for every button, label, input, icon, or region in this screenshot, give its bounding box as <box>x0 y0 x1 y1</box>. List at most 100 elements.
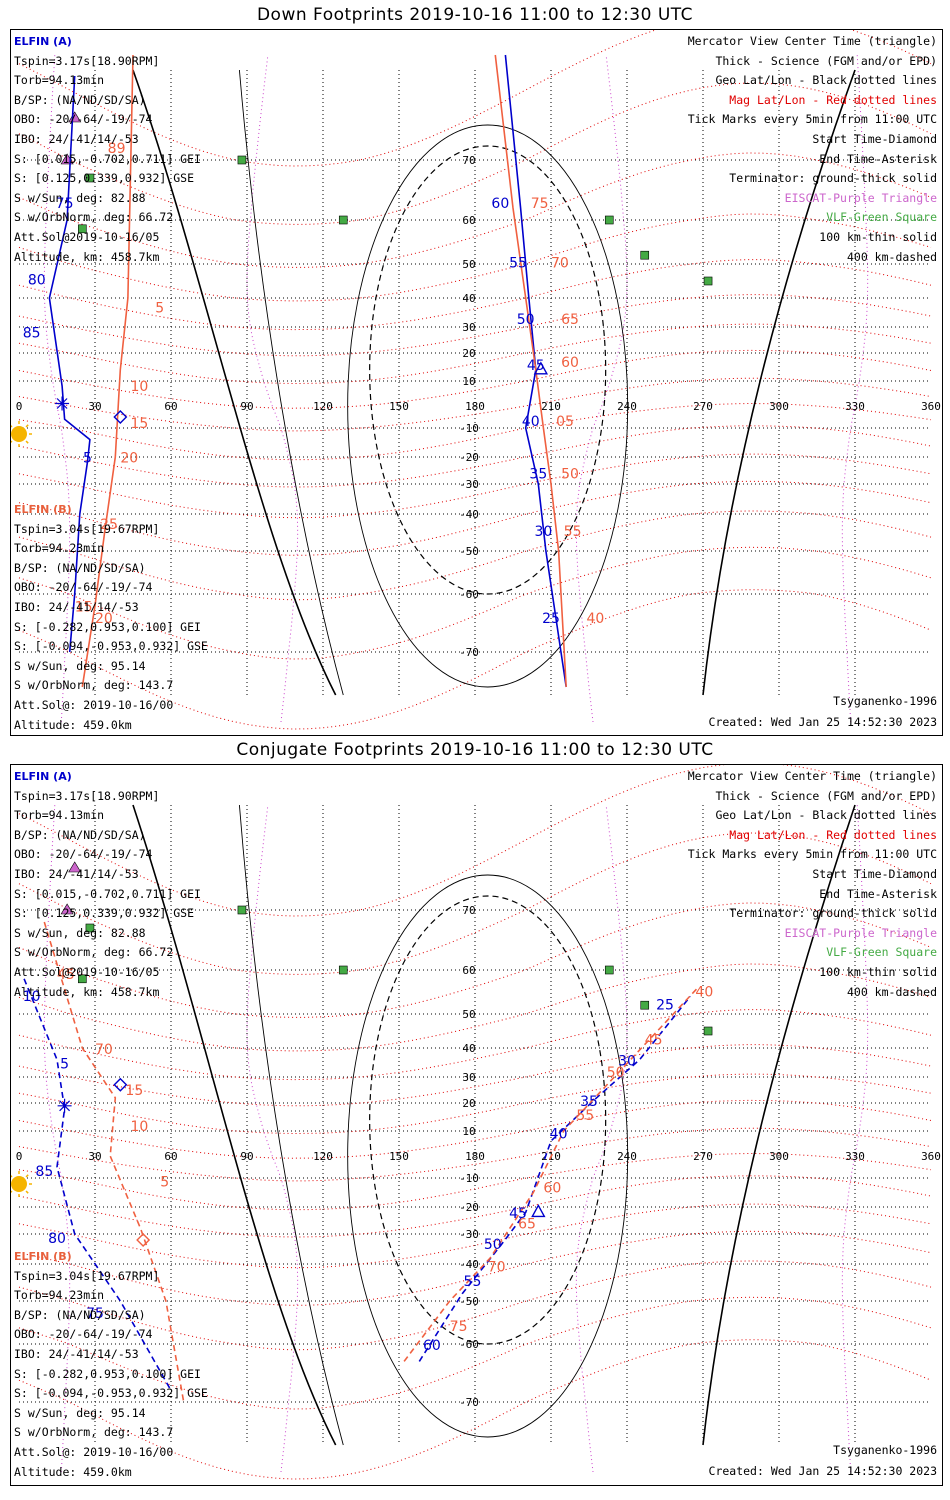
elfin-a-line: S: [0.125,0.339,0.932] GSE <box>14 171 195 186</box>
lon-tick-label: 300 <box>769 400 789 413</box>
elfin-a-line: B/SP: (NA/ND/SD/SA) <box>14 92 146 107</box>
mag-parallel <box>18 1339 932 1480</box>
lat-tick-label: -50 <box>459 545 479 558</box>
lat-tick-label: -60 <box>459 588 479 601</box>
mag-meridian <box>43 54 71 723</box>
start-diamond-icon <box>113 1077 128 1092</box>
elfin-a-tick-label: 30 <box>534 524 552 540</box>
elfin-b-tick-label: 60 <box>561 355 579 371</box>
elfin-b-info: ELFIN (B) Tspin=3.04s[19.67RPM] Torb=94.… <box>14 1247 208 1482</box>
elfin-a-line: S: [0.125,0.339,0.932] GSE <box>14 906 195 921</box>
lon-tick-label: 240 <box>617 1150 637 1163</box>
panel-title-conjugate: Conjugate Footprints 2019-10-16 11:00 to… <box>236 740 714 760</box>
legend-item: Mag Lat/Lon - Red dotted lines <box>729 827 937 842</box>
lon-tick-label: 180 <box>465 400 485 413</box>
legend-item: 100 km-thin solid <box>819 229 937 244</box>
sun-ray <box>11 440 13 444</box>
legend-item: EISCAT-Purple Triangle <box>784 925 937 940</box>
elfin-b-line: S w/OrbNorm, deg: 143.7 <box>14 678 174 693</box>
lon-tick-label: 90 <box>240 1150 253 1163</box>
elfin-a-tick-label: 75 <box>56 196 74 212</box>
lon-tick-label: 360 <box>921 1150 941 1163</box>
mag-parallel <box>18 82 932 225</box>
elfin-a-line: Torb=94.13min <box>14 808 105 823</box>
center-triangle-icon <box>533 361 549 375</box>
start-diamond-icon <box>136 1233 151 1247</box>
end-asterisk-icon <box>55 396 70 411</box>
mag-meridian <box>841 54 869 723</box>
lat-tick-label: 40 <box>462 1042 475 1055</box>
elfin-a-info: ELFIN (A) Tspin=3.17s[18.90RPM] Torb=94.… <box>14 32 201 267</box>
lat-tick-label: 30 <box>462 1071 475 1084</box>
mag-parallel <box>18 402 932 461</box>
terminator-ground <box>702 69 856 696</box>
mag-meridian <box>575 804 628 1473</box>
mag-parallel <box>18 1175 932 1238</box>
elfin-b-line: Att.Sol@: 2019-10-16/00 <box>14 1444 174 1459</box>
elfin-b-tick-label: 05 <box>556 414 574 430</box>
elfin-b-tick-label: 20 <box>120 450 138 466</box>
created-timestamp: Created: Wed Jan 25 14:52:30 2023 <box>708 1464 937 1478</box>
model-label: Tsyganenko-1996 <box>833 1443 937 1457</box>
elfin-b-track <box>418 995 691 1362</box>
mag-parallel <box>18 425 932 488</box>
lon-tick-label: 180 <box>465 1150 485 1163</box>
legend-item: Geo Lat/Lon - Black dotted lines <box>715 808 937 823</box>
elfin-a-tick-label: 60 <box>491 196 509 212</box>
elfin-b-line: Tspin=3.04s[19.67RPM] <box>14 521 160 536</box>
mag-parallel <box>18 1152 932 1211</box>
elfin-a-line: OBO: -20/-64/-19/-74 <box>14 847 153 862</box>
elfin-b-line: Torb=94.23min <box>14 1288 105 1303</box>
mag-parallel <box>18 589 932 730</box>
vlf-square-icon <box>703 1026 713 1036</box>
legend-item: Geo Lat/Lon - Black dotted lines <box>715 73 937 88</box>
lon-tick-label: 30 <box>88 400 101 413</box>
elfin-b-tick-label: 45 <box>645 1033 663 1049</box>
lon-tick-label: 90 <box>240 400 253 413</box>
lat-tick-label: -10 <box>459 422 479 435</box>
map-canvas: 70 60 50 40 30 20 10 -10 -20 -30 -40 -50 -60 -70 0 30 60… <box>11 30 941 730</box>
legend-item: End Time-Asterisk <box>819 886 937 901</box>
lat-tick-label: 40 <box>462 292 475 305</box>
elfin-b-header: ELFIN (B) <box>14 503 72 516</box>
legend-item: Terminator: ground-thick solid <box>729 171 937 186</box>
elfin-b-header: ELFIN (B) <box>14 1250 72 1263</box>
lon-tick-label: 270 <box>693 400 713 413</box>
vlf-square-icon <box>703 276 713 286</box>
elfin-b-tick-label: 5 <box>155 301 164 317</box>
contour-400km <box>369 145 607 595</box>
elfin-b-tick-label: 55 <box>564 524 582 540</box>
elfin-a-track <box>48 75 91 653</box>
legend-item: 400 km-dashed <box>846 984 937 999</box>
elfin-a-tick-label: 80 <box>28 272 46 288</box>
legend-item: Start Time-Diamond <box>812 866 937 881</box>
elfin-a-line: IBO: 24/-41/14/-53 <box>14 131 139 146</box>
elfin-b-track <box>43 921 185 1403</box>
elfin-b-track <box>81 54 134 688</box>
lat-tick-label: 10 <box>462 1125 475 1138</box>
elfin-a-line: S w/Sun, deg: 82.88 <box>14 925 146 940</box>
sun-ray <box>25 1174 29 1178</box>
elfin-a-tick-label: 55 <box>509 255 527 271</box>
model-label: Tsyganenko-1996 <box>833 694 937 708</box>
elfin-a-tick-label: 5 <box>60 1056 69 1072</box>
mag-meridian <box>246 54 299 723</box>
lat-tick-label: 50 <box>462 1008 475 1021</box>
elfin-a-header: ELFIN (A) <box>14 35 72 48</box>
elfin-a-line: Tspin=3.17s[18.90RPM] <box>14 788 160 803</box>
lon-tick-label: 0 <box>16 400 23 413</box>
legend-item: Thick - Science (FGM and/or EPD) <box>715 53 937 68</box>
vlf-square-icon <box>78 224 87 234</box>
elfin-b-tick-label: 10 <box>130 1119 148 1135</box>
elfin-b-tick-label: 75 <box>450 1319 468 1335</box>
lat-tick-label: 10 <box>462 375 475 388</box>
elfin-a-line: Tspin=3.17s[18.90RPM] <box>14 53 160 68</box>
conjugate-footprints-map-panel: 70 60 50 40 30 20 10 -10 -20 -30 -40 -50 -60 -70 0 30 60… <box>10 764 943 1486</box>
lat-tick-label: 30 <box>462 321 475 334</box>
contour-100km <box>238 804 344 1446</box>
legend-item: 100 km-thin solid <box>819 964 937 979</box>
vlf-square-icon <box>85 923 95 933</box>
lon-tick-label: 60 <box>164 1150 177 1163</box>
sun-icon <box>11 1176 27 1192</box>
elfin-a-tick-label: 80 <box>48 1231 66 1247</box>
